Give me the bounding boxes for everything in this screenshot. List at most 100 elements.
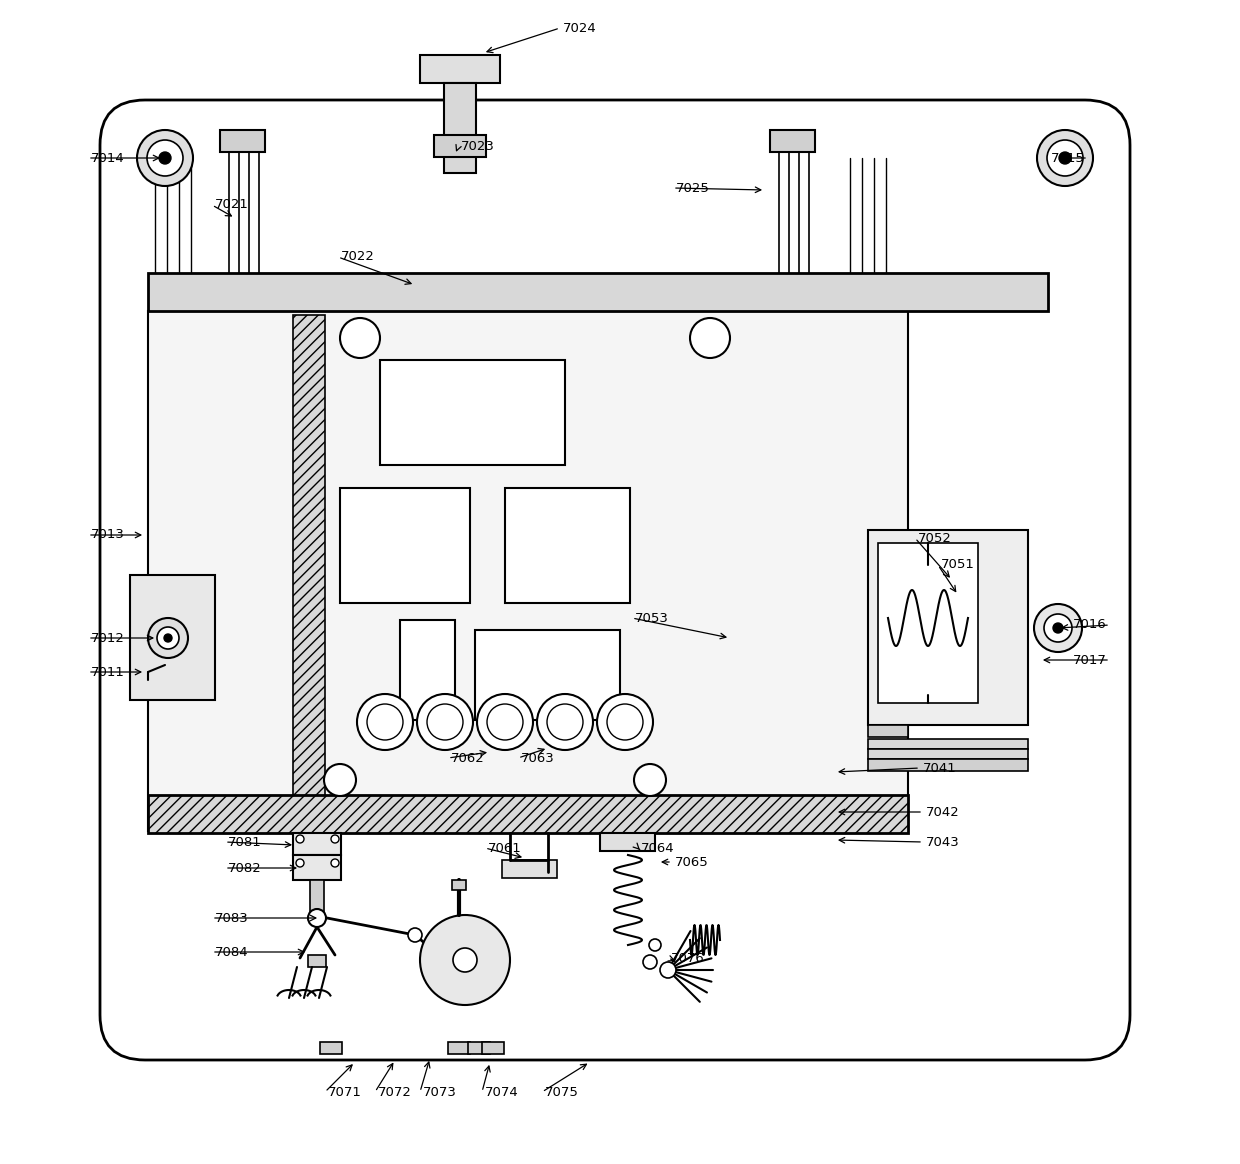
Circle shape <box>1037 130 1092 186</box>
Bar <box>444 83 476 173</box>
Circle shape <box>420 915 510 1005</box>
Bar <box>420 55 500 83</box>
Circle shape <box>689 318 730 359</box>
Text: 7074: 7074 <box>485 1086 518 1099</box>
Circle shape <box>148 618 188 658</box>
Text: 7061: 7061 <box>489 842 522 854</box>
Circle shape <box>547 704 583 740</box>
Bar <box>148 311 908 831</box>
Circle shape <box>487 704 523 740</box>
Circle shape <box>634 764 666 796</box>
Text: 7023: 7023 <box>461 141 495 154</box>
Bar <box>502 860 557 878</box>
Bar <box>475 630 620 721</box>
Text: 7052: 7052 <box>918 532 952 545</box>
Circle shape <box>660 961 676 978</box>
Bar <box>467 1042 490 1053</box>
Bar <box>770 130 815 152</box>
Bar <box>308 954 326 967</box>
Text: 7081: 7081 <box>228 836 262 849</box>
Text: 7042: 7042 <box>926 805 960 818</box>
Circle shape <box>408 928 422 942</box>
Circle shape <box>136 130 193 186</box>
Circle shape <box>331 859 339 867</box>
Text: 7063: 7063 <box>521 752 554 765</box>
Bar <box>868 725 908 737</box>
Circle shape <box>296 859 304 867</box>
Bar <box>770 281 815 290</box>
Circle shape <box>367 704 403 740</box>
Circle shape <box>159 152 171 164</box>
Bar <box>148 795 908 833</box>
Text: 7013: 7013 <box>91 528 125 541</box>
Bar <box>868 759 1028 771</box>
Circle shape <box>296 835 304 843</box>
Bar <box>293 315 325 825</box>
Bar <box>310 880 324 918</box>
Text: 7014: 7014 <box>91 151 125 164</box>
Bar <box>148 274 1048 311</box>
Bar <box>482 1042 503 1053</box>
Bar <box>868 530 1028 725</box>
Circle shape <box>417 694 472 750</box>
Bar <box>868 739 1028 748</box>
Bar <box>600 833 655 851</box>
Circle shape <box>644 954 657 968</box>
Bar <box>505 488 630 603</box>
Circle shape <box>164 634 172 643</box>
Text: 7082: 7082 <box>228 861 262 874</box>
Text: 7011: 7011 <box>91 666 125 679</box>
FancyBboxPatch shape <box>100 100 1130 1060</box>
Text: 7075: 7075 <box>546 1086 579 1099</box>
Bar <box>868 748 1028 759</box>
Circle shape <box>453 947 477 972</box>
Bar <box>401 620 455 721</box>
Text: 7051: 7051 <box>941 559 975 572</box>
Circle shape <box>357 694 413 750</box>
Bar <box>320 1042 342 1053</box>
Text: 7022: 7022 <box>341 250 374 263</box>
Circle shape <box>331 835 339 843</box>
Text: 7025: 7025 <box>676 182 709 194</box>
Circle shape <box>157 627 179 650</box>
Bar <box>448 1042 470 1053</box>
Bar <box>130 575 215 700</box>
Circle shape <box>340 318 379 359</box>
Text: 7015: 7015 <box>1052 151 1085 164</box>
Text: 7024: 7024 <box>563 21 596 35</box>
Text: 7012: 7012 <box>91 632 125 645</box>
Circle shape <box>596 694 653 750</box>
Text: 7065: 7065 <box>675 856 709 868</box>
Text: 7076: 7076 <box>671 951 704 965</box>
Bar <box>434 135 486 157</box>
Circle shape <box>148 140 184 176</box>
Bar <box>219 281 265 290</box>
Text: 7053: 7053 <box>635 611 668 625</box>
Bar <box>453 880 466 890</box>
Text: 7084: 7084 <box>215 945 249 958</box>
Text: 7072: 7072 <box>378 1086 412 1099</box>
Circle shape <box>1044 613 1073 643</box>
Text: 7064: 7064 <box>641 842 675 854</box>
Circle shape <box>1047 140 1083 176</box>
Text: 7071: 7071 <box>329 1086 362 1099</box>
Bar <box>340 488 470 603</box>
Text: 7043: 7043 <box>926 836 960 849</box>
Text: 7016: 7016 <box>1074 618 1107 632</box>
Circle shape <box>537 694 593 750</box>
Bar <box>293 856 341 880</box>
Circle shape <box>608 704 644 740</box>
Circle shape <box>649 939 661 951</box>
Text: 7073: 7073 <box>423 1086 456 1099</box>
Bar <box>293 833 341 856</box>
Circle shape <box>324 764 356 796</box>
Text: 7041: 7041 <box>923 761 957 774</box>
Bar <box>219 130 265 152</box>
Text: 7021: 7021 <box>215 199 249 212</box>
Circle shape <box>308 909 326 927</box>
Text: 7017: 7017 <box>1073 653 1107 667</box>
Text: 7062: 7062 <box>451 752 485 765</box>
Circle shape <box>1053 623 1063 633</box>
Circle shape <box>1059 152 1071 164</box>
Circle shape <box>1034 604 1083 652</box>
